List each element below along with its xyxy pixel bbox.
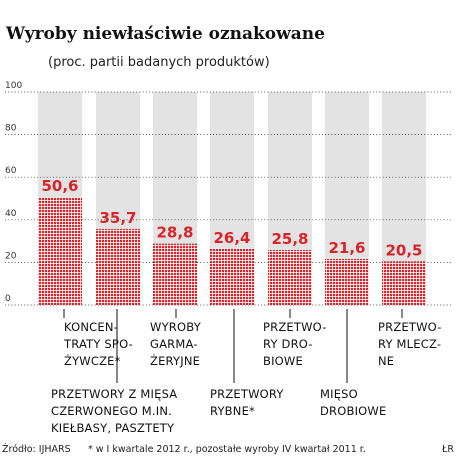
value-label: 28,8 [156, 224, 193, 242]
y-tick-label: 40 [5, 209, 17, 219]
category-label-line: RYBNE* [210, 404, 255, 418]
value-label: 21,6 [328, 239, 365, 257]
category-label-line: NE [378, 354, 394, 368]
category-label-line: GARMA- [150, 337, 198, 351]
bar [153, 243, 197, 305]
category-label-line: CZERWONEGO M.IN. [51, 404, 172, 418]
category-label-line: RY MLECZ- [378, 337, 441, 351]
bars [38, 197, 426, 305]
chart-subtitle: (proc. partii badanych produktów) [48, 55, 270, 70]
category-label-line: KONCEN- [64, 320, 118, 334]
bar [268, 250, 312, 305]
y-axis-ticks: 0 20 40 60 80 100 [5, 81, 22, 304]
category-label-line: WYROBY [150, 320, 202, 334]
category-label-line: DROBIOWE [320, 404, 386, 418]
y-tick-label: 0 [5, 294, 11, 304]
category-label-line: KIEŁBASY, PASZTETY [51, 421, 175, 435]
category-label-line: PRZETWO- [263, 320, 327, 334]
category-label-line: RY DRO- [263, 337, 313, 351]
category-label-line: MIĘSO [320, 387, 358, 401]
bar [38, 197, 82, 305]
value-labels: 50,6 35,7 28,8 26,4 25,8 21,6 20,5 [41, 177, 422, 259]
value-label: 50,6 [41, 177, 78, 195]
category-label-line: ŻYWCZE* [64, 353, 121, 368]
source-text: Źródło: IJHARS [2, 443, 71, 455]
value-label: 20,5 [385, 241, 422, 259]
value-label: 35,7 [99, 209, 136, 227]
bar [96, 228, 140, 305]
value-label: 26,4 [213, 229, 250, 247]
category-label: WYROBY GARMA- ŻERYJNE [150, 320, 202, 368]
category-label: MIĘSO DROBIOWE [320, 387, 386, 418]
category-label-line: PRZETWO- [378, 320, 442, 334]
category-label-line: PRZETWORY [210, 387, 284, 401]
category-labels: KONCEN- TRATY SPO- ŻYWCZE* PRZETWORY Z MIĘS… [51, 320, 442, 435]
bar [382, 261, 426, 305]
chart-title: Wyroby niewłaściwie oznakowane [5, 24, 325, 44]
value-label: 25,8 [271, 230, 308, 248]
category-label: PRZETWORY Z MIĘSA CZERWONEGO M.IN. KIEŁBAS… [51, 387, 177, 435]
category-label: PRZETWORY RYBNE* [210, 387, 284, 418]
footnote-text: * w I kwartale 2012 r., pozostałe wyroby… [88, 444, 366, 455]
bar [210, 248, 254, 305]
category-label: PRZETWO- RY DRO- BIOWE [263, 320, 327, 368]
y-tick-label: 80 [5, 124, 17, 134]
credit-text: ŁR [441, 444, 454, 455]
category-label-line: PRZETWORY Z MIĘSA [51, 387, 177, 401]
category-connectors [63, 309, 403, 383]
category-label-line: TRATY SPO- [63, 337, 133, 351]
y-tick-label: 20 [5, 251, 17, 261]
category-label: PRZETWO- RY MLECZ- NE [378, 320, 442, 368]
y-tick-label: 60 [5, 166, 17, 176]
category-label-line: ŻERYJNE [150, 353, 200, 368]
category-label: KONCEN- TRATY SPO- ŻYWCZE* [63, 320, 133, 368]
category-label-line: BIOWE [263, 354, 303, 368]
bar [325, 258, 369, 305]
y-tick-label: 100 [5, 81, 22, 91]
